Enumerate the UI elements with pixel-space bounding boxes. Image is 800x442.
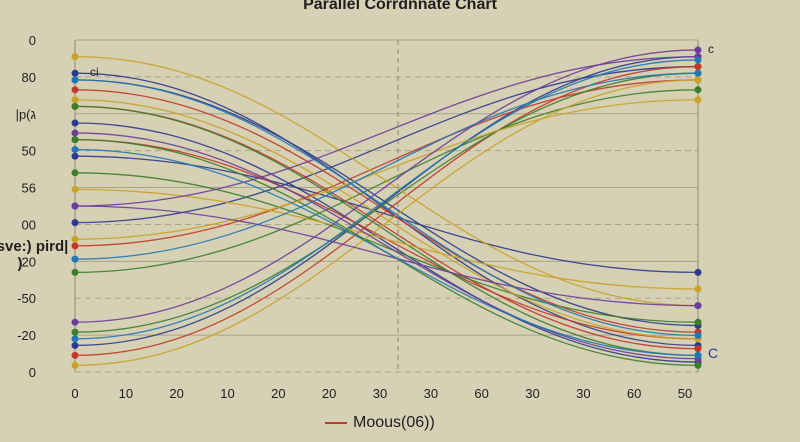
data-point — [694, 345, 702, 353]
x-tick-label: 10 — [220, 386, 234, 401]
y-tick-label: 80 — [22, 70, 36, 85]
data-point — [71, 242, 79, 250]
series-line — [74, 79, 699, 367]
x-tick-label: 20 — [271, 386, 285, 401]
series-line — [74, 72, 699, 260]
data-point — [71, 185, 79, 193]
data-point — [71, 255, 79, 263]
data-point — [71, 268, 79, 276]
data-point — [71, 341, 79, 349]
data-point — [694, 285, 702, 293]
y-tick-label: 50 — [22, 144, 36, 159]
data-point — [71, 53, 79, 61]
series-line — [74, 172, 699, 323]
x-tick-label: 30 — [576, 386, 590, 401]
data-point — [71, 96, 79, 104]
x-tick-label: 30 — [424, 386, 438, 401]
data-point — [694, 76, 702, 84]
y-axis-label: Carsve:) pird| ) — [0, 238, 69, 272]
legend: Moous(06)) — [325, 414, 435, 432]
legend-label: Moous(06)) — [353, 414, 435, 431]
data-point — [71, 119, 79, 127]
series-line — [74, 49, 699, 323]
y-tick-label: |p(ג — [16, 107, 37, 122]
annotation-label: c — [708, 42, 714, 56]
data-point — [694, 56, 702, 64]
series-line — [74, 205, 699, 307]
data-point — [71, 202, 79, 210]
chart-title: Parallel Corrdnnate Chart — [303, 0, 497, 13]
x-tick-label: 0 — [71, 386, 78, 401]
series-line — [74, 72, 699, 333]
data-point — [71, 76, 79, 84]
data-point — [694, 351, 702, 359]
data-point — [71, 219, 79, 227]
y-tick-label: 0 — [29, 33, 36, 48]
data-point — [71, 335, 79, 343]
x-tick-label: 30 — [525, 386, 539, 401]
x-tick-label: 30 — [373, 386, 387, 401]
y-tick-label: 56 — [22, 181, 36, 196]
y-tick-label: -50 — [17, 291, 36, 306]
x-tick-label: 60 — [627, 386, 641, 401]
series-line — [74, 105, 699, 350]
annotation-label: ci — [90, 65, 99, 79]
data-point — [71, 328, 79, 336]
x-tick-label: 20 — [322, 386, 336, 401]
x-tick-label: 10 — [119, 386, 133, 401]
series-line — [74, 132, 699, 360]
data-point — [71, 102, 79, 110]
series-line — [74, 55, 699, 347]
data-point — [694, 63, 702, 71]
data-point — [694, 69, 702, 77]
data-point — [694, 318, 702, 326]
data-point — [71, 136, 79, 144]
series-line — [74, 79, 699, 337]
y-tick-label: 20 — [22, 254, 36, 269]
series-line — [74, 55, 699, 307]
x-tick-label: 20 — [169, 386, 183, 401]
x-tick-label: 50 — [678, 386, 692, 401]
annotation-label: C — [708, 345, 718, 361]
series-line — [74, 59, 699, 340]
data-point — [694, 268, 702, 276]
y-tick-label: 0 — [29, 365, 36, 380]
series-line — [74, 188, 699, 290]
series-line — [74, 65, 699, 357]
series-line — [74, 99, 699, 340]
data-point — [71, 86, 79, 94]
series-line — [74, 155, 699, 274]
series-line — [74, 55, 699, 207]
data-point — [71, 69, 79, 77]
data-point — [71, 152, 79, 160]
legend-swatch — [325, 422, 347, 424]
data-point — [694, 96, 702, 104]
y-tick-label: 00 — [22, 217, 36, 232]
data-point — [694, 86, 702, 94]
series-line — [74, 99, 699, 240]
data-point — [71, 351, 79, 359]
data-point — [71, 235, 79, 243]
data-point — [694, 46, 702, 54]
series-line — [74, 79, 699, 247]
data-point — [71, 361, 79, 369]
data-point — [71, 146, 79, 154]
series-line — [74, 122, 699, 363]
data-point — [71, 169, 79, 177]
series-line — [74, 72, 699, 347]
data-point — [71, 129, 79, 137]
series-line — [74, 148, 699, 357]
data-point — [694, 361, 702, 369]
y-tick-label: -20 — [17, 328, 36, 343]
x-tick-label: 60 — [474, 386, 488, 401]
series-line — [74, 105, 699, 357]
data-point — [71, 318, 79, 326]
data-point — [694, 302, 702, 310]
data-point — [694, 331, 702, 339]
